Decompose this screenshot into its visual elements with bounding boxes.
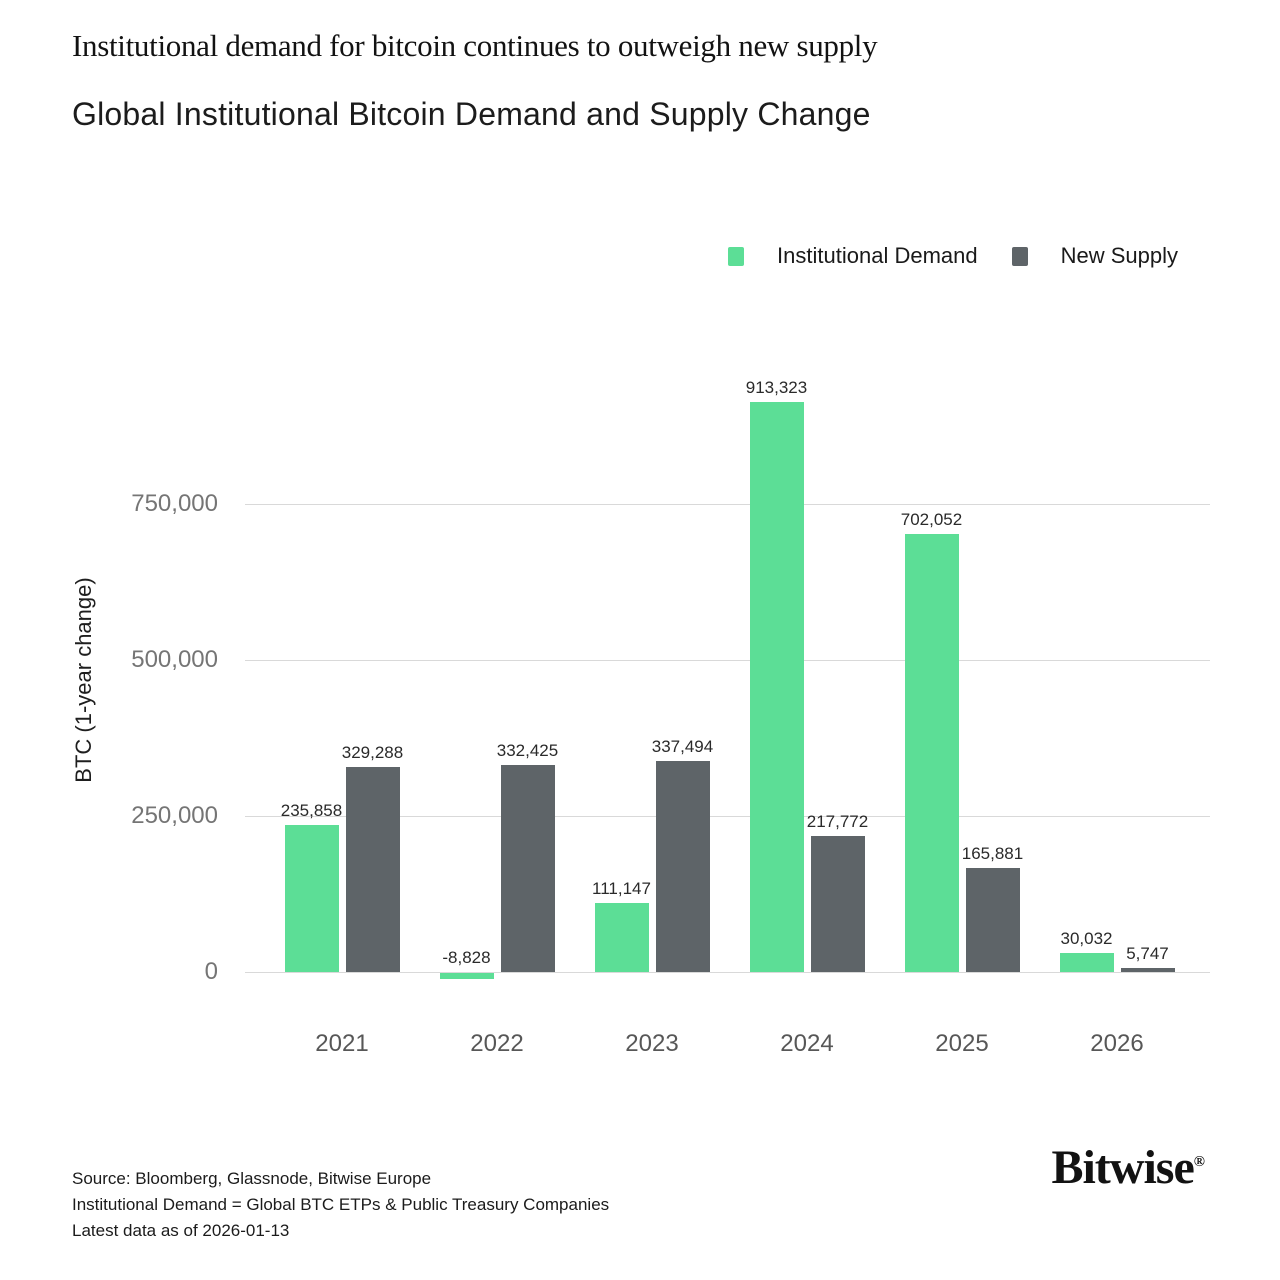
gridline-0 [245,972,1210,973]
bar-institutional-demand-2022 [439,973,494,979]
footer-source: Source: Bloomberg, Glassnode, Bitwise Eu… [72,1169,432,1188]
bar-institutional-demand-2021 [284,824,339,972]
gridline-250000 [245,816,1210,817]
bar-new-supply-2025 [965,868,1020,972]
bar-value-label-institutional-demand-2022: -8,828 [442,948,491,967]
chart-title: Global Institutional Bitcoin Demand and … [72,96,871,132]
y-tick-label-500000: 500,000 [131,646,218,673]
legend-label-institutional-demand: Institutional Demand [777,243,978,268]
bar-value-label-institutional-demand-2024: 913,323 [745,378,808,398]
bar-value-label-institutional-demand-2025: 702,052 [900,509,963,529]
bar-value-label-new-supply-2026: 5,747 [1126,944,1169,964]
bar-institutional-demand-2024 [749,402,804,972]
y-tick-label-250000: 250,000 [131,802,218,829]
bar-new-supply-2024 [810,836,865,972]
legend-item-institutional-demand: Institutional Demand [728,243,978,269]
bar-new-supply-2022 [500,764,555,972]
gridline-500000 [245,660,1210,661]
bar-value-label-institutional-demand-2026: 30,032 [1060,929,1113,949]
bar-institutional-demand-2025 [904,533,959,972]
bitwise-logo-text: Bitwise [1051,1141,1194,1194]
y-axis-title: BTC (1-year change) [71,577,96,783]
bar-value-label-new-supply-2024: 217,772 [806,812,869,832]
registered-trademark-icon: ® [1193,1154,1205,1170]
bitwise-logo: Bitwise® [1051,1140,1205,1195]
legend-label-new-supply: New Supply [1060,243,1178,268]
chart-legend: Institutional Demand New Supply [728,243,1178,269]
x-tick-label-2023: 2023 [625,1030,679,1057]
eyebrow-headline: Institutional demand for bitcoin continu… [72,28,878,63]
bar-new-supply-2021 [345,766,400,972]
gridline-750000 [245,504,1210,505]
x-tick-label-2026: 2026 [1090,1030,1144,1057]
bar-value-label-new-supply-2023: 337,494 [651,737,714,757]
x-tick-label-2022: 2022 [470,1030,524,1057]
footer-definition: Institutional Demand = Global BTC ETPs &… [72,1195,610,1214]
bar-value-label-institutional-demand-2021: 235,858 [280,800,343,820]
footer-as-of: Latest data as of 2026-01-13 [72,1221,290,1240]
bar-value-label-new-supply-2021: 329,288 [341,742,404,762]
legend-swatch-green-icon [728,246,745,266]
bar-value-label-new-supply-2025: 165,881 [961,844,1024,864]
legend-item-new-supply: New Supply [1011,243,1178,269]
bar-value-label-new-supply-2022: 332,425 [496,740,559,760]
bar-institutional-demand-2023 [594,902,649,972]
y-tick-label-0: 0 [204,958,218,985]
legend-swatch-gray-icon [1011,246,1028,266]
x-tick-label-2024: 2024 [780,1030,834,1057]
x-tick-label-2025: 2025 [935,1030,989,1057]
bar-new-supply-2026 [1120,968,1175,972]
bar-value-label-institutional-demand-2023: 111,147 [592,878,651,898]
footer-notes: Source: Bloomberg, Glassnode, Bitwise Eu… [72,1166,609,1244]
bar-new-supply-2023 [655,761,710,972]
y-tick-label-750000: 750,000 [131,490,218,517]
x-tick-label-2021: 2021 [315,1030,369,1057]
bar-institutional-demand-2026 [1059,953,1114,972]
